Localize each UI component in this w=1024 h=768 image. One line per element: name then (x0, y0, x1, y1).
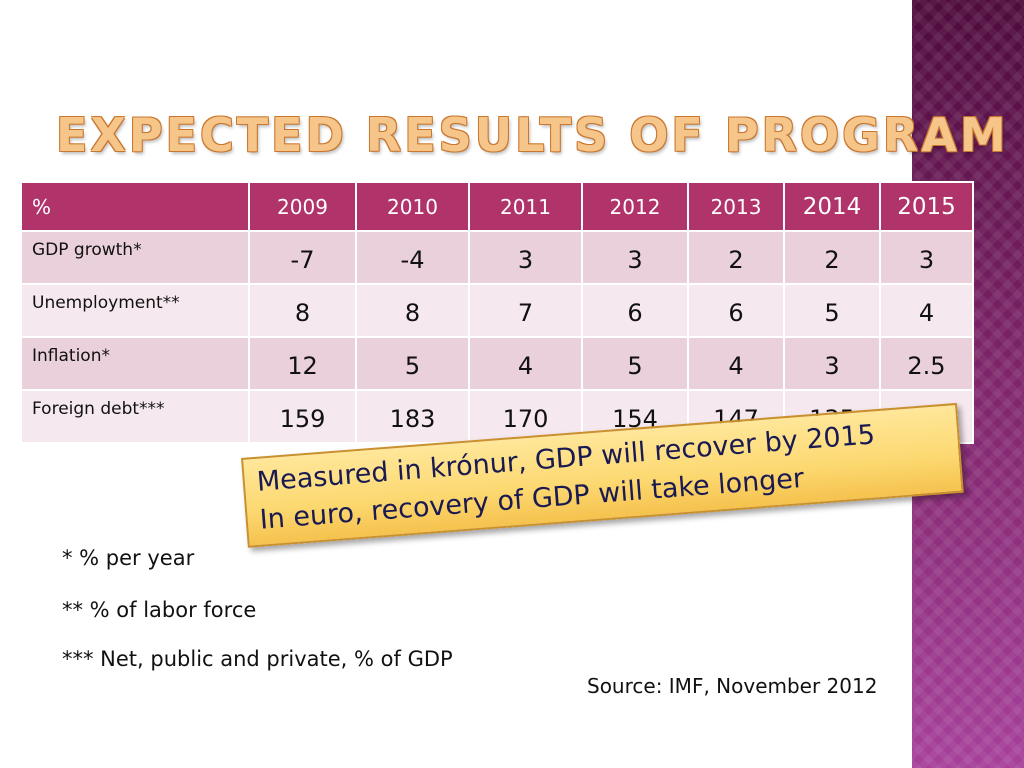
table-cell: 2 (783, 230, 881, 285)
header-year: 2012 (581, 181, 689, 232)
table-cell: 7 (468, 283, 583, 338)
table-cell: 3 (581, 230, 689, 285)
table-header-row: % 2009 2010 2011 2012 2013 2014 2015 (20, 181, 974, 232)
table-cell: -4 (355, 230, 470, 285)
table-cell: 4 (879, 283, 974, 338)
results-table: % 2009 2010 2011 2012 2013 2014 2015 GDP… (20, 181, 974, 444)
table-row: Unemployment** 8 8 7 6 6 5 4 (20, 283, 974, 338)
footnote: * % per year (62, 546, 195, 570)
table-cell: 4 (468, 336, 583, 391)
row-label: GDP growth* (20, 230, 250, 285)
table-cell: 5 (783, 283, 881, 338)
header-year: 2011 (468, 181, 583, 232)
table-cell: 5 (355, 336, 470, 391)
table-cell: 4 (687, 336, 785, 391)
table-cell: 170 (468, 389, 583, 444)
table-cell: 2 (687, 230, 785, 285)
footnote: ** % of labor force (62, 598, 257, 622)
table-cell: 8 (248, 283, 357, 338)
header-year: 2009 (248, 181, 357, 232)
table-cell: 183 (355, 389, 470, 444)
slide-title: Expected results of program (56, 108, 1009, 162)
header-year: 2015 (879, 181, 974, 232)
table-cell: 2.5 (879, 336, 974, 391)
table-cell: 3 (468, 230, 583, 285)
table-row: GDP growth* -7 -4 3 3 2 2 3 (20, 230, 974, 285)
header-unit-cell: % (20, 181, 250, 232)
footnote: *** Net, public and private, % of GDP (62, 647, 453, 671)
table-cell: 5 (581, 336, 689, 391)
table-cell: 8 (355, 283, 470, 338)
table-cell: 159 (248, 389, 357, 444)
table-row: Inflation* 12 5 4 5 4 3 2.5 (20, 336, 974, 391)
table-cell: 6 (687, 283, 785, 338)
row-label: Inflation* (20, 336, 250, 391)
table-cell: -7 (248, 230, 357, 285)
table-cell: 12 (248, 336, 357, 391)
header-year: 2013 (687, 181, 785, 232)
table-cell: 3 (879, 230, 974, 285)
source-note: Source: IMF, November 2012 (587, 674, 878, 698)
header-year: 2014 (783, 181, 881, 232)
row-label: Unemployment** (20, 283, 250, 338)
table-cell: 6 (581, 283, 689, 338)
table-cell: 3 (783, 336, 881, 391)
row-label: Foreign debt*** (20, 389, 250, 444)
header-year: 2010 (355, 181, 470, 232)
